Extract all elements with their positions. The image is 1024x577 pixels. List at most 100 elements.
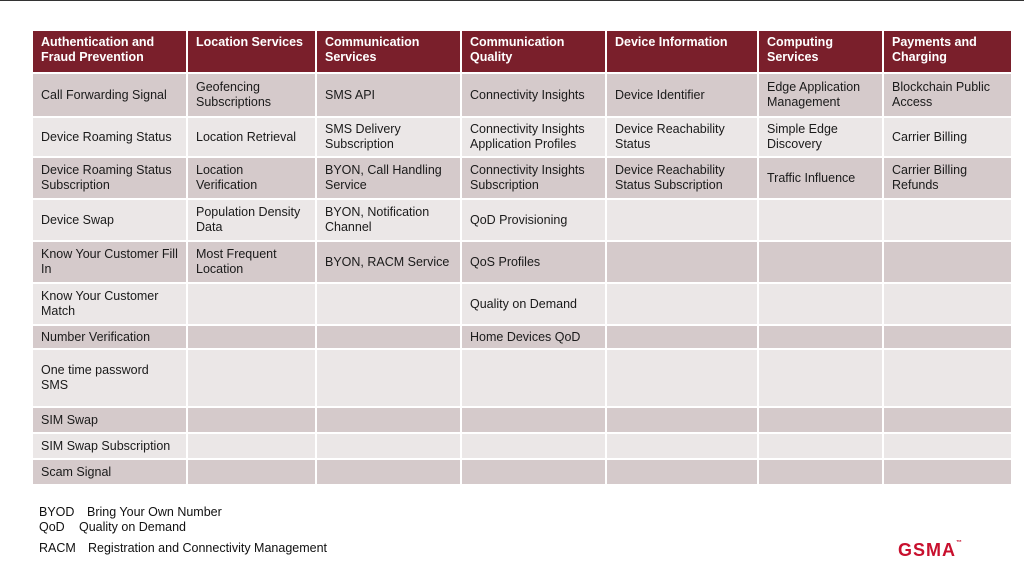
table-cell: [605, 406, 759, 434]
table-cell: [186, 348, 317, 408]
table-cell: [186, 282, 317, 326]
header-row: Authentication and Fraud Prevention Loca…: [31, 29, 1013, 74]
table-cell: [757, 406, 884, 434]
table-cell: Population Density Data: [186, 198, 317, 242]
table-cell: Call Forwarding Signal: [31, 72, 188, 118]
table-cell: SMS API: [315, 72, 462, 118]
table-cell: Geofencing Subscriptions: [186, 72, 317, 118]
table-cell: Simple Edge Discovery: [757, 116, 884, 158]
legend-item-racm: RACM Registration and Connectivity Manage…: [39, 541, 327, 555]
legend-meaning: Registration and Connectivity Management: [88, 541, 328, 555]
table-cell: [882, 432, 1013, 460]
api-table: Authentication and Fraud Prevention Loca…: [31, 29, 1013, 486]
table-row: Know Your Customer Match Quality on Deman…: [31, 282, 1013, 326]
table-cell: [882, 324, 1013, 350]
table-cell: Scam Signal: [31, 458, 188, 486]
table-cell: Home Devices QoD: [460, 324, 607, 350]
table-cell: SMS Delivery Subscription: [315, 116, 462, 158]
table-cell: QoS Profiles: [460, 240, 607, 284]
table-cell: [186, 406, 317, 434]
table-cell: [757, 324, 884, 350]
table-cell: Device Swap: [31, 198, 188, 242]
table-cell: [605, 324, 759, 350]
table-row: SIM Swap Subscription: [31, 432, 1013, 460]
logo-text: GSMA: [898, 540, 956, 560]
header-communication-quality: Communication Quality: [460, 29, 607, 74]
table-cell: Know Your Customer Match: [31, 282, 188, 326]
top-divider: [0, 0, 1024, 1]
table-cell: Quality on Demand: [460, 282, 607, 326]
table-cell: Device Roaming Status: [31, 116, 188, 158]
table-row: Scam Signal: [31, 458, 1013, 486]
table-cell: [186, 432, 317, 460]
table-cell: Carrier Billing: [882, 116, 1013, 158]
table-row: One time password SMS: [31, 348, 1013, 408]
table-cell: [186, 324, 317, 350]
table-row: Number Verification Home Devices QoD: [31, 324, 1013, 350]
table-cell: Most Frequent Location: [186, 240, 317, 284]
header-authentication: Authentication and Fraud Prevention: [31, 29, 188, 74]
table-cell: [882, 348, 1013, 408]
header-location: Location Services: [186, 29, 317, 74]
table-cell: [605, 282, 759, 326]
table-row: Know Your Customer Fill In Most Frequent …: [31, 240, 1013, 284]
table-cell: QoD Provisioning: [460, 198, 607, 242]
table-cell: [757, 240, 884, 284]
legend-abbr: BYOD: [39, 505, 75, 519]
table-cell: Traffic Influence: [757, 156, 884, 200]
table-row: Call Forwarding Signal Geofencing Subscri…: [31, 72, 1013, 118]
table-cell: Device Reachability Status: [605, 116, 759, 158]
table-row: SIM Swap: [31, 406, 1013, 434]
table-cell: [757, 348, 884, 408]
header-computing-services: Computing Services: [757, 29, 884, 74]
table-cell: [757, 458, 884, 486]
gsma-logo: GSMA™: [898, 540, 962, 561]
table-cell: Blockchain Public Access: [882, 72, 1013, 118]
legend-item-qod: QoD Quality on Demand: [39, 520, 186, 534]
table-cell: [460, 348, 607, 408]
table-cell: [460, 406, 607, 434]
table-cell: Connectivity Insights: [460, 72, 607, 118]
legend-meaning: Bring Your Own Number: [87, 505, 222, 519]
table-row: Device Swap Population Density Data BYON, …: [31, 198, 1013, 242]
table-cell: Location Retrieval: [186, 116, 317, 158]
table-cell: [315, 348, 462, 408]
trademark-mark: ™: [956, 540, 962, 546]
table-cell: Connectivity Insights Application Profil…: [460, 116, 607, 158]
table-cell: [605, 198, 759, 242]
table-cell: BYON, Call Handling Service: [315, 156, 462, 200]
table-row: Device Roaming Status Location Retrieval S…: [31, 116, 1013, 158]
table-cell: [882, 406, 1013, 434]
table-cell: Device Identifier: [605, 72, 759, 118]
table-cell: Location Verification: [186, 156, 317, 200]
table-cell: Connectivity Insights Subscription: [460, 156, 607, 200]
table-cell: One time password SMS: [31, 348, 188, 408]
table-cell: [882, 458, 1013, 486]
table-cell: Number Verification: [31, 324, 188, 350]
table-cell: [605, 458, 759, 486]
table-cell: [460, 458, 607, 486]
table-cell: [605, 240, 759, 284]
header-payments: Payments and Charging: [882, 29, 1013, 74]
table-cell: Know Your Customer Fill In: [31, 240, 188, 284]
table-cell: BYON, Notification Channel: [315, 198, 462, 242]
header-device-information: Device Information: [605, 29, 759, 74]
table-cell: [757, 432, 884, 460]
table-cell: [460, 432, 607, 460]
header-communication-services: Communication Services: [315, 29, 462, 74]
table-cell: [882, 198, 1013, 242]
table-cell: [605, 348, 759, 408]
table-row: Device Roaming Status Subscription Locati…: [31, 156, 1013, 200]
table-cell: [315, 324, 462, 350]
table-cell: SIM Swap: [31, 406, 188, 434]
table-cell: Device Reachability Status Subscription: [605, 156, 759, 200]
table-cell: [315, 282, 462, 326]
table-cell: [605, 432, 759, 460]
table-cell: [882, 240, 1013, 284]
table-cell: BYON, RACM Service: [315, 240, 462, 284]
table-cell: [315, 406, 462, 434]
legend-meaning: Quality on Demand: [79, 520, 187, 534]
legend-item-byod: BYOD Bring Your Own Number: [39, 505, 222, 519]
table-cell: [882, 282, 1013, 326]
table-cell: [315, 432, 462, 460]
